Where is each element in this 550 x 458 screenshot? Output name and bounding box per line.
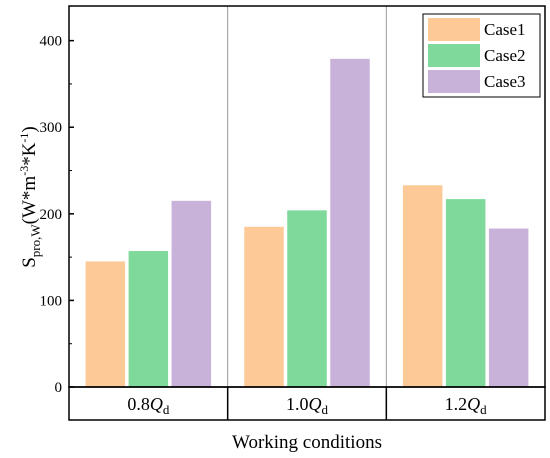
bar-case3-0 bbox=[171, 200, 212, 387]
bars-layer bbox=[85, 58, 529, 387]
bar-case2-1 bbox=[287, 210, 327, 387]
legend-label-case1: Case1 bbox=[484, 20, 526, 39]
y-tick-label: 300 bbox=[40, 120, 63, 136]
y-tick-label: 0 bbox=[55, 380, 63, 396]
y-axis-ticks: 0 100 200 300 400 bbox=[40, 34, 74, 396]
category-labels: 0.8Qd 1.0Qd 1.2Qd bbox=[127, 394, 487, 417]
bar-case3-1 bbox=[330, 58, 370, 387]
x-axis-title: Working conditions bbox=[232, 432, 382, 453]
category-label: 1.2Qd bbox=[445, 394, 488, 417]
bar-case1-1 bbox=[244, 226, 284, 387]
legend: Case1 Case2 Case3 bbox=[422, 13, 541, 98]
category-box bbox=[68, 386, 546, 421]
category-label: 0.8Qd bbox=[127, 394, 170, 417]
legend-label-case3: Case3 bbox=[484, 72, 526, 91]
bar-case1-2 bbox=[402, 185, 443, 387]
y-axis-title: Spro,W(W*m-3*K-1) bbox=[17, 126, 43, 268]
bar-case2-2 bbox=[445, 199, 486, 387]
y-tick-label: 100 bbox=[40, 293, 63, 309]
bar-case3-2 bbox=[488, 228, 529, 387]
legend-swatch-case2 bbox=[428, 44, 480, 67]
bar-case2-0 bbox=[128, 251, 169, 387]
category-separators bbox=[226, 6, 388, 420]
y-tick-label: 200 bbox=[40, 207, 63, 223]
y-tick-label: 400 bbox=[40, 34, 63, 50]
bar-case1-0 bbox=[85, 261, 126, 387]
legend-label-case2: Case2 bbox=[484, 46, 526, 65]
legend-swatch-case3 bbox=[428, 70, 480, 93]
category-label: 1.0Qd bbox=[286, 394, 329, 417]
legend-swatch-case1 bbox=[428, 18, 480, 41]
